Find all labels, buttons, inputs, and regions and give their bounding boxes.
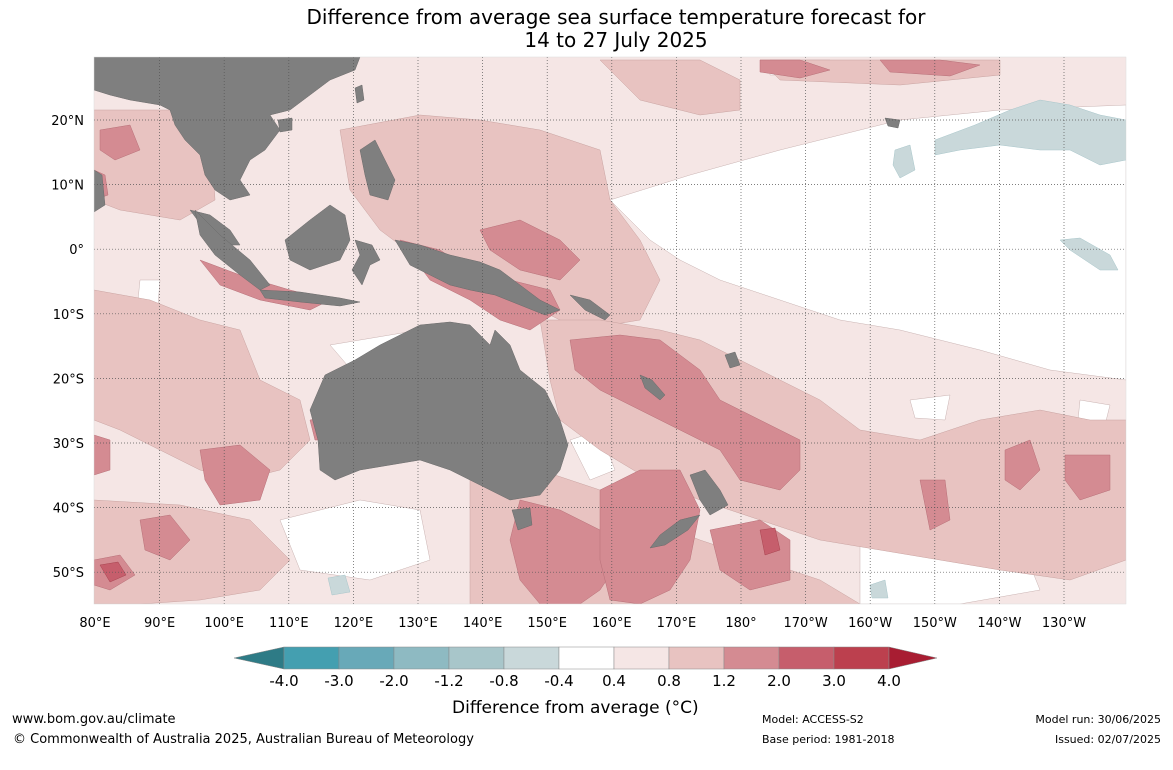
longitude-label: 170°E xyxy=(657,616,697,631)
model-name: Model: ACCESS-S2 xyxy=(762,713,864,726)
philippines xyxy=(359,139,396,201)
latitude-label: 20°N xyxy=(51,114,84,129)
latitude-label: 50°S xyxy=(53,566,84,581)
colorbar-tick-label: -1.2 xyxy=(434,672,463,690)
colorbar-bin xyxy=(393,646,450,670)
new-caledonia xyxy=(639,374,666,401)
colorbar-tick-label: 3.0 xyxy=(822,672,846,690)
degree-unit: °C) xyxy=(671,698,699,718)
colorbar-bin xyxy=(283,646,340,670)
longitude-label: 140°W xyxy=(977,616,1021,631)
model-run-date: Model run: 30/06/2025 xyxy=(1035,713,1161,726)
latitude-label: 10°S xyxy=(53,308,84,323)
australia xyxy=(309,321,569,501)
colorbar-bin xyxy=(558,646,615,670)
colorbar-tick-label: -2.0 xyxy=(379,672,408,690)
longitude-label: 130°W xyxy=(1042,616,1086,631)
colorbar-bin xyxy=(613,646,670,670)
longitude-labels: 80°E 90°E 100°E 110°E 120°E 130°E 140°E 150°E 16… xyxy=(79,616,1086,631)
map-graticule xyxy=(94,57,1126,604)
colorbar xyxy=(233,646,938,670)
new-zealand-south xyxy=(649,514,701,549)
longitude-label: 140°E xyxy=(463,616,503,631)
colorbar-tick-label: 4.0 xyxy=(877,672,901,690)
hawaii-islands xyxy=(884,117,901,129)
solomon-islands xyxy=(569,294,611,321)
new-guinea xyxy=(394,239,561,316)
colorbar-bin xyxy=(448,646,505,670)
latitude-label: 20°S xyxy=(53,372,84,387)
issued-date: Issued: 02/07/2025 xyxy=(1054,733,1161,746)
india-edge xyxy=(94,169,106,213)
latitude-label: 0° xyxy=(69,243,84,258)
latitude-label: 30°S xyxy=(53,437,84,452)
colorbar-tick-label: -4.0 xyxy=(269,672,298,690)
colorbar-tick-label: 2.0 xyxy=(767,672,791,690)
map-title-line1: Difference from average sea surface temp… xyxy=(306,5,926,29)
site-link[interactable]: www.bom.gov.au/climate xyxy=(12,712,176,727)
java xyxy=(259,289,361,307)
borneo xyxy=(284,204,351,271)
latitude-label: 40°S xyxy=(53,502,84,517)
longitude-label: 90°E xyxy=(144,616,175,631)
sulawesi xyxy=(351,239,381,286)
colorbar-tick-label: 0.8 xyxy=(657,672,681,690)
longitude-label: 170°W xyxy=(784,616,828,631)
latitude-labels: 20°N 10°N 0° 10°S 20°S 30°S 40°S 50°S xyxy=(51,114,84,581)
longitude-label: 130°E xyxy=(398,616,438,631)
land-masses xyxy=(94,57,901,549)
colorbar-tick-label: -0.4 xyxy=(544,672,573,690)
new-zealand-north xyxy=(689,469,729,516)
map-frame xyxy=(93,56,1127,605)
longitude-label: 100°E xyxy=(204,616,244,631)
longitude-label: 160°W xyxy=(848,616,892,631)
taiwan xyxy=(354,84,365,104)
asia-mainland xyxy=(94,57,361,201)
colorbar-bin xyxy=(503,646,560,670)
colorbar-tick-label: -3.0 xyxy=(324,672,353,690)
longitude-label: 120°E xyxy=(334,616,374,631)
cool-anomaly-regions xyxy=(327,99,1126,599)
fiji-islands xyxy=(724,351,741,369)
colorbar-tick-labels: -4.0 -3.0 -2.0 -1.2 -0.8 -0.4 0.4 0.8 1.2 2.0 3.0 4… xyxy=(269,672,901,690)
colorbar-bin xyxy=(723,646,780,670)
base-period: Base period: 1981-2018 xyxy=(762,733,895,746)
colorbar-bin xyxy=(338,646,395,670)
longitude-label: 160°E xyxy=(592,616,632,631)
copyright-notice: © Commonwealth of Australia 2025, Austra… xyxy=(13,732,474,747)
map-title-line2: 14 to 27 July 2025 xyxy=(524,28,708,52)
colorbar-bin xyxy=(833,646,890,670)
colorbar-tick-label: 0.4 xyxy=(602,672,626,690)
colorbar-tick-label: 1.2 xyxy=(712,672,736,690)
colorbar-tick-label: -0.8 xyxy=(489,672,518,690)
colorbar-bin xyxy=(668,646,725,670)
longitude-label: 150°W xyxy=(913,616,957,631)
map-plot-area xyxy=(94,57,1126,604)
longitude-label: 180° xyxy=(725,616,756,631)
colorbar-high-extension xyxy=(888,646,938,670)
hainan xyxy=(277,117,293,133)
longitude-label: 80°E xyxy=(79,616,110,631)
colorbar-title: Difference from average (°C) xyxy=(452,698,699,718)
longitude-label: 110°E xyxy=(269,616,309,631)
tasmania xyxy=(511,507,533,531)
latitude-label: 10°N xyxy=(51,179,84,194)
colorbar-bin xyxy=(778,646,835,670)
colorbar-low-extension xyxy=(233,646,285,670)
longitude-label: 150°E xyxy=(527,616,567,631)
